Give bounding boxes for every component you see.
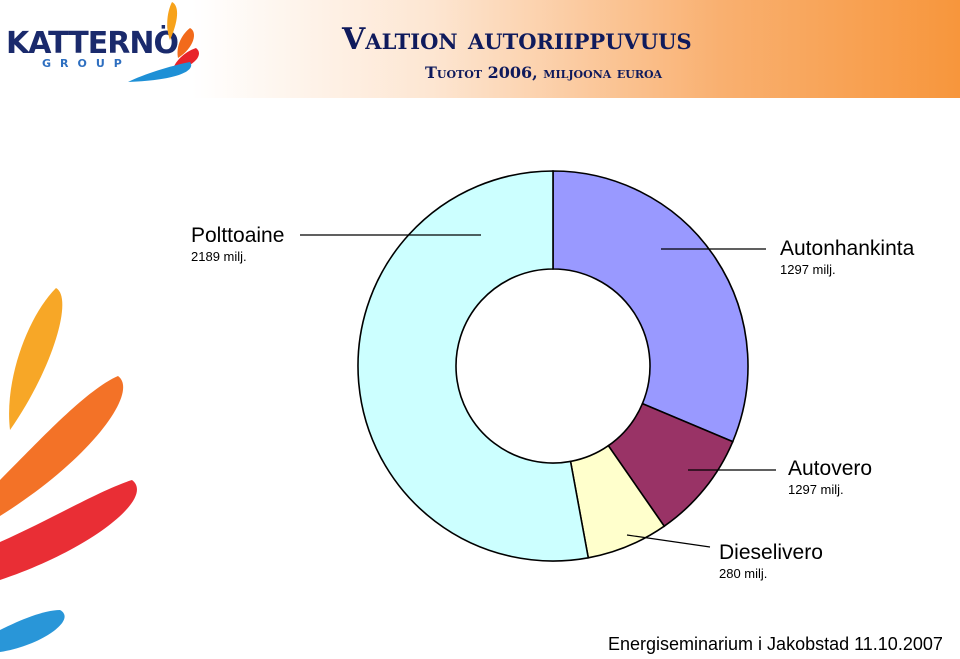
slice-value-polttoaine: 2189 milj. (191, 249, 247, 264)
decorative-swooshes (0, 288, 137, 652)
logo-wordmark: KATTERNÖ (6, 26, 179, 61)
katterno-logo: KATTERNÖ GROUP (0, 0, 215, 98)
logo-subtext: GROUP (42, 57, 131, 70)
label-dieselivero: Dieselivero 280 milj. (719, 541, 823, 583)
footer-text: Energiseminarium i Jakobstad 11.10.2007 (608, 634, 943, 654)
slice-autonhankinta (552, 170, 749, 443)
slice-polttoaine (357, 170, 590, 562)
slice-value-autovero: 1297 milj. (788, 482, 844, 497)
slice-value-autonhankinta: 1297 milj. (780, 262, 836, 277)
slice-label-polttoaine: Polttoaine (191, 224, 285, 247)
logo-swirl-icon (128, 2, 199, 82)
page-title: Valtion autoriippuvuus (342, 22, 692, 57)
slice-value-dieselivero: 280 milj. (719, 566, 768, 581)
label-polttoaine: Polttoaine 2189 milj. (191, 224, 284, 266)
leader-line-dieselivero (626, 534, 711, 548)
page-subtitle: Tuotot 2006, miljoona euroa (425, 63, 663, 82)
label-autovero: Autovero 1297 milj. (788, 457, 872, 499)
slice-label-dieselivero: Dieselivero (719, 541, 823, 564)
slice-label-autonhankinta: Autonhankinta (780, 237, 915, 260)
label-autonhankinta: Autonhankinta 1297 milj. (780, 237, 914, 279)
header-band: KATTERNÖ GROUP Valtion autoriippuvuus Tu… (0, 0, 960, 98)
slice-label-autovero: Autovero (788, 457, 873, 480)
